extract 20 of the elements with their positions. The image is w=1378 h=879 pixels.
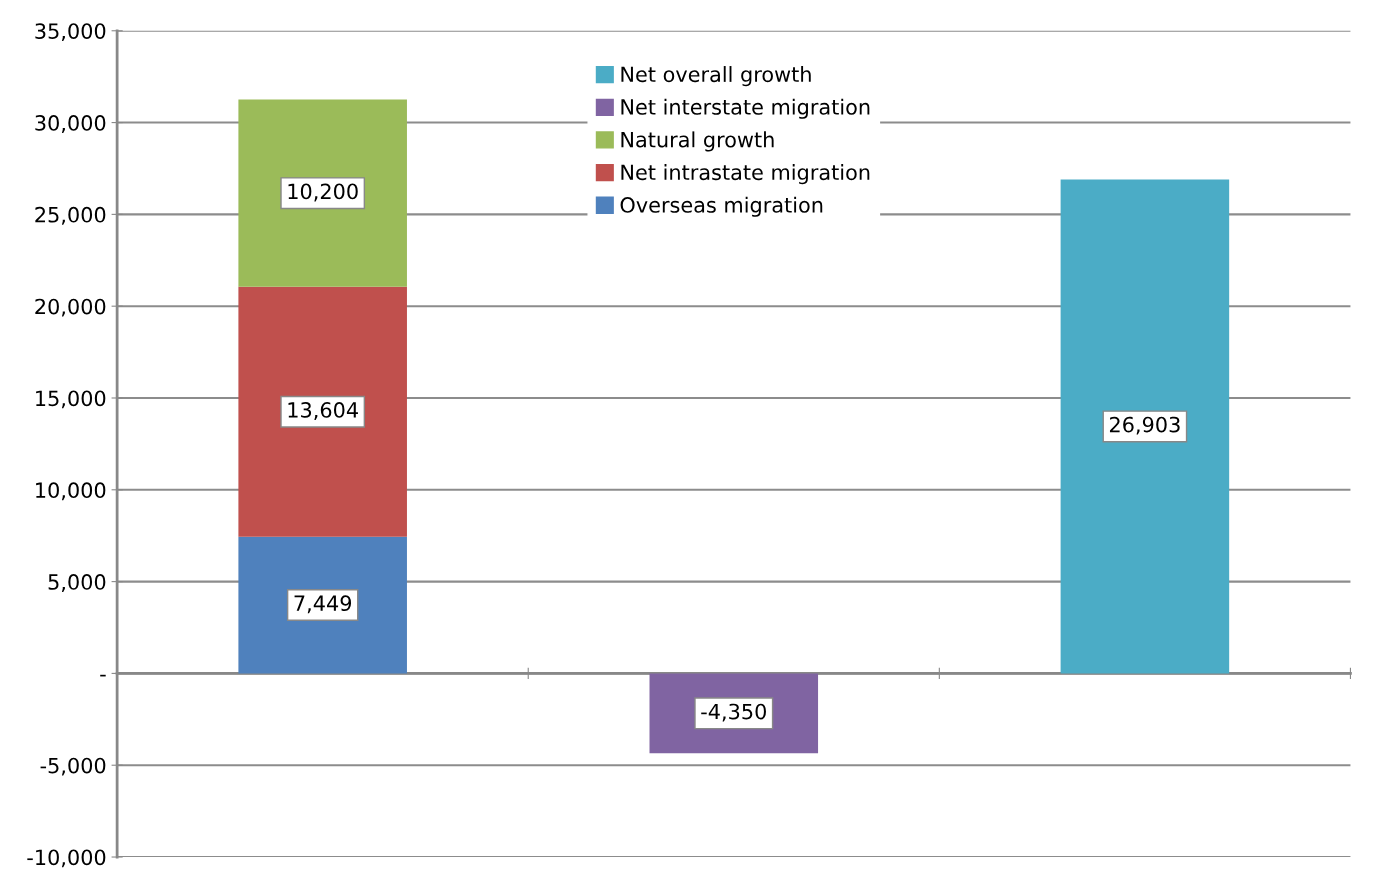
data-label: 26,903 — [1109, 416, 1180, 435]
data-label: -4,350 — [701, 703, 766, 722]
y-tick-label: 15,000 — [36, 390, 106, 409]
y-tick-label: 20,000 — [35, 298, 106, 317]
data-label: 7,449 — [294, 595, 352, 614]
y-tick-label: 5,000 — [48, 574, 106, 592]
data-label: 13,604 — [288, 402, 358, 420]
y-tick-label: - — [100, 674, 106, 677]
legend-label: Net interstate migration — [621, 98, 870, 119]
legend-label: Net intrastate migration — [621, 164, 870, 185]
y-tick-label: 10,000 — [36, 482, 106, 501]
legend-label: Natural growth — [621, 131, 774, 152]
legend-label: Overseas migration — [620, 196, 823, 217]
y-tick-label: -5,000 — [40, 757, 106, 776]
y-tick-label: 30,000 — [35, 115, 106, 133]
data-label: 10,200 — [288, 183, 358, 202]
y-tick-label: 25,000 — [35, 206, 106, 225]
y-tick-label: 35,000 — [35, 23, 106, 42]
y-tick-label: -10,000 — [27, 849, 106, 868]
legend-label: Net overall growth — [621, 66, 811, 87]
